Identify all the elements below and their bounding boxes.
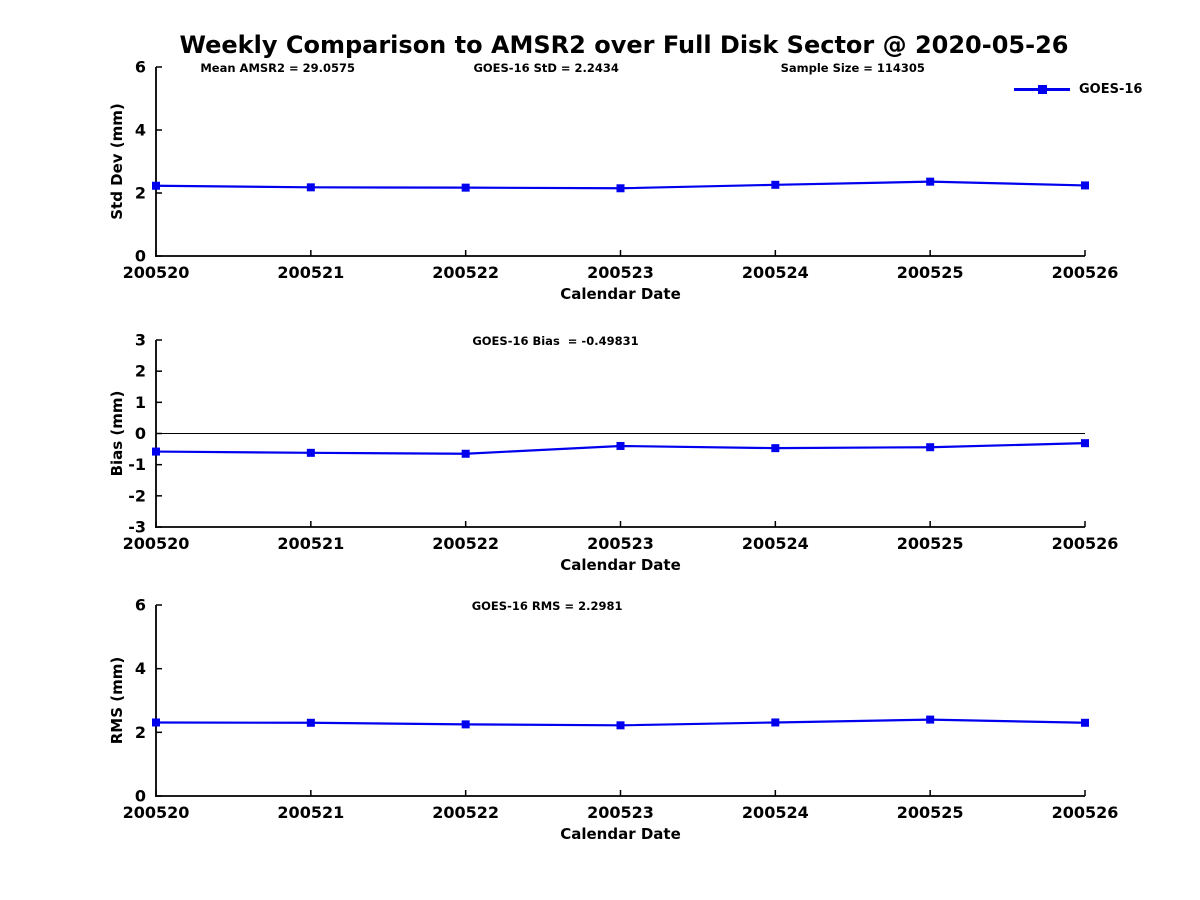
x-axis-label: Calendar Date bbox=[560, 556, 681, 574]
x-tick-label: 200520 bbox=[123, 263, 190, 282]
stddev-data-marker bbox=[461, 183, 470, 192]
legend-line-sample bbox=[1014, 85, 1070, 94]
rms-data-marker bbox=[461, 720, 470, 729]
y-tick-label: 3 bbox=[135, 331, 146, 350]
rms-data-marker bbox=[771, 718, 780, 727]
rms-data-marker bbox=[306, 718, 315, 727]
rms-data-marker bbox=[926, 715, 935, 724]
x-tick-label: 200526 bbox=[1052, 534, 1119, 553]
x-tick-label: 200520 bbox=[123, 803, 190, 822]
x-tick-label: 200521 bbox=[277, 263, 344, 282]
bias-data-marker bbox=[1081, 439, 1089, 448]
x-tick-label: 200526 bbox=[1052, 803, 1119, 822]
stddev-data-marker bbox=[152, 181, 160, 190]
bias-data-marker bbox=[461, 449, 470, 458]
x-tick-label: 200525 bbox=[897, 803, 964, 822]
figure-title: Weekly Comparison to AMSR2 over Full Dis… bbox=[179, 31, 1069, 59]
y-tick-label: 4 bbox=[135, 659, 146, 678]
y-tick-label: 6 bbox=[135, 596, 146, 615]
x-axis-label: Calendar Date bbox=[560, 825, 681, 843]
x-axis-label: Calendar Date bbox=[560, 285, 681, 303]
y-tick-label: -3 bbox=[128, 518, 146, 537]
x-tick-label: 200522 bbox=[432, 263, 499, 282]
subplot-stddev: 0 2 4 6 200520 200521 200522 200523 200524 200525… bbox=[108, 58, 1118, 304]
stat-annotation: GOES-16 StD = 2.2434 bbox=[473, 61, 618, 75]
stat-annotation: Mean AMSR2 = 29.0575 bbox=[200, 61, 355, 75]
x-tick-label: 200521 bbox=[277, 534, 344, 553]
x-tick-label: 200520 bbox=[123, 534, 190, 553]
bias-data-marker bbox=[306, 448, 315, 457]
x-tick-label: 200524 bbox=[742, 263, 809, 282]
x-tick-label: 200521 bbox=[277, 803, 344, 822]
rms-data-marker bbox=[616, 721, 625, 730]
stddev-data-marker bbox=[306, 183, 315, 192]
y-tick-label: 2 bbox=[135, 362, 146, 381]
y-tick-label: 1 bbox=[135, 393, 146, 412]
y-tick-label: -2 bbox=[128, 486, 146, 505]
x-tick-label: 200523 bbox=[587, 263, 654, 282]
x-tick-label: 200525 bbox=[897, 534, 964, 553]
x-tick-label: 200524 bbox=[742, 803, 809, 822]
x-tick-label: 200522 bbox=[432, 534, 499, 553]
x-tick-label: 200525 bbox=[897, 263, 964, 282]
bias-data-marker bbox=[926, 443, 935, 452]
y-axis-label: Std Dev (mm) bbox=[108, 103, 126, 220]
stddev-data-marker bbox=[771, 180, 780, 189]
bias-data-marker bbox=[616, 441, 625, 450]
x-tick-label: 200526 bbox=[1052, 263, 1119, 282]
y-tick-label: -1 bbox=[128, 455, 146, 474]
y-tick-label: 0 bbox=[135, 787, 146, 806]
bias-data-marker bbox=[771, 444, 780, 453]
legend-label: GOES-16 bbox=[1079, 82, 1143, 97]
rms-data-marker bbox=[1081, 718, 1089, 727]
stddev-data-marker bbox=[616, 184, 625, 193]
y-tick-label: 4 bbox=[135, 121, 146, 140]
stat-annotation: GOES-16 Bias = -0.49831 bbox=[472, 334, 638, 348]
bias-data-marker bbox=[152, 447, 160, 456]
y-axis-label: Bias (mm) bbox=[108, 391, 126, 477]
x-tick-label: 200523 bbox=[587, 534, 654, 553]
y-tick-label: 0 bbox=[135, 424, 146, 443]
y-axis-label: RMS (mm) bbox=[108, 657, 126, 744]
y-tick-label: 2 bbox=[135, 723, 146, 742]
legend: GOES-16 bbox=[1014, 82, 1142, 97]
stddev-data-marker bbox=[1081, 181, 1089, 190]
x-tick-label: 200522 bbox=[432, 803, 499, 822]
legend-square-marker-icon bbox=[1038, 85, 1047, 94]
subplot-rms: 0 2 4 6 200520 200521 200522 200523 200524 200525… bbox=[108, 596, 1118, 844]
stat-annotation: Sample Size = 114305 bbox=[781, 61, 925, 75]
x-tick-label: 200523 bbox=[587, 803, 654, 822]
stat-annotation: GOES-16 RMS = 2.2981 bbox=[472, 599, 623, 613]
x-tick-label: 200524 bbox=[742, 534, 809, 553]
rms-data-marker bbox=[152, 718, 160, 727]
y-tick-label: 0 bbox=[135, 247, 146, 266]
y-tick-label: 6 bbox=[135, 58, 146, 77]
stddev-data-marker bbox=[926, 177, 935, 186]
y-tick-label: 2 bbox=[135, 184, 146, 203]
